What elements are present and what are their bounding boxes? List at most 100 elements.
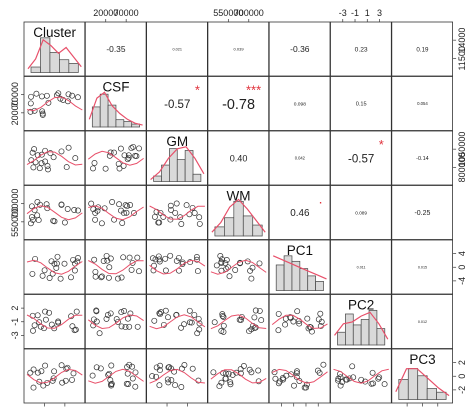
panel-pc3-cluster: [23, 348, 86, 404]
panel-border: [207, 294, 270, 349]
correlation-value: 0.19: [416, 46, 429, 53]
scatter-point: [220, 313, 227, 320]
scatter-point: [47, 150, 54, 157]
panel-cluster-pc1: [268, 21, 331, 77]
correlation-value: -0.35: [106, 44, 125, 54]
scatter-point: [272, 375, 279, 382]
scatter-point: [149, 373, 156, 380]
panel-border: [84, 239, 147, 295]
scatter-point: [120, 254, 127, 261]
scatter-point: [156, 382, 163, 389]
scatter-point: [63, 365, 70, 372]
right-axis-label: 0: [457, 374, 467, 379]
smooth-line: [149, 368, 205, 384]
top-axis-label: -1: [351, 8, 359, 18]
scatter-point: [57, 95, 64, 102]
scatter-point: [152, 256, 159, 263]
scatter-point: [251, 314, 258, 321]
histogram-bar: [352, 324, 362, 346]
scatter-point: [36, 378, 43, 385]
panel-border: [268, 348, 331, 404]
variable-label: PC3: [409, 352, 435, 367]
scatter-point: [93, 307, 100, 314]
right-axis-label: -2: [457, 386, 467, 394]
scatter-point: [178, 221, 185, 227]
panel-border: [207, 348, 270, 404]
scatter-point: [256, 307, 263, 314]
panel-border: [84, 21, 147, 77]
right-axis-label: 1050000: [457, 132, 467, 167]
panel-border: [391, 130, 453, 186]
scatter-point: [131, 210, 137, 216]
scatter-point: [108, 380, 115, 387]
scatter-point: [136, 268, 142, 275]
smooth-line: [26, 259, 83, 275]
scatter-point: [132, 383, 139, 390]
scatter-point: [127, 202, 134, 208]
scatter-point: [157, 209, 164, 216]
scatter-point: [28, 203, 35, 210]
panel-csf-csf: CSF: [84, 76, 147, 131]
histogram-bar: [345, 313, 354, 346]
scatter-point: [61, 260, 68, 267]
scatter-point: [39, 111, 46, 118]
scatter-point: [248, 326, 255, 333]
scatter-point: [50, 375, 57, 382]
correlation-value: 0.098: [294, 101, 307, 107]
variable-label: CSF: [102, 80, 129, 95]
panel-border: [268, 185, 331, 240]
scatter-point: [252, 307, 259, 314]
scatter-point: [107, 310, 114, 317]
scatter-point: [165, 364, 172, 371]
scatter-point: [122, 202, 129, 209]
scatter-point: [193, 254, 200, 260]
smooth-line: [149, 205, 205, 220]
histogram-bar: [153, 175, 162, 182]
scatter-point: [318, 318, 325, 325]
scatter-point: [381, 381, 388, 388]
scatter-point: [320, 361, 327, 368]
scatter-point: [109, 199, 116, 205]
scatter-point: [65, 144, 72, 151]
scatter-point: [316, 369, 323, 376]
panel-pc2-gm: [146, 294, 208, 349]
scatter-point: [173, 257, 180, 264]
histogram-bar: [407, 368, 419, 400]
correlation-value: 0.012: [418, 320, 427, 324]
density-curve: [150, 146, 205, 181]
scatter-point: [291, 382, 297, 389]
scatter-point: [27, 369, 34, 376]
scatter-point: [42, 316, 49, 323]
scatter-point: [237, 366, 244, 373]
panel-cluster-pc3: [391, 21, 453, 77]
panel-gm-wm: [207, 130, 270, 186]
scatter-point: [100, 258, 107, 264]
scatter-point: [193, 256, 200, 263]
scatter-point: [229, 371, 236, 378]
right-axis-label: 14000: [457, 28, 467, 53]
scatter-point: [173, 200, 180, 207]
histogram-bar: [426, 388, 437, 400]
panel-wm-cluster: [23, 185, 86, 240]
smooth-line: [87, 150, 144, 166]
scatter-point: [34, 199, 41, 205]
top-axis-label: 20000: [93, 8, 118, 18]
correlation-value: 0.40: [230, 153, 248, 163]
variable-label: Cluster: [33, 25, 76, 40]
scatter-point: [121, 152, 128, 159]
density-curve: [395, 368, 450, 397]
panel-border: [268, 21, 331, 77]
scatter-point: [42, 362, 49, 369]
scatter-point: [129, 259, 136, 266]
smooth-line: [87, 314, 144, 330]
histogram-bar: [49, 52, 60, 73]
scatter-point: [337, 382, 344, 389]
scatter-point: [126, 254, 133, 261]
scatter-point: [196, 214, 203, 221]
scatter-point: [105, 274, 112, 281]
histogram-bar: [275, 264, 285, 291]
histogram-bar: [68, 63, 79, 73]
scatter-point: [249, 264, 256, 271]
scatter-point: [96, 330, 103, 337]
scatter-point: [71, 327, 78, 334]
